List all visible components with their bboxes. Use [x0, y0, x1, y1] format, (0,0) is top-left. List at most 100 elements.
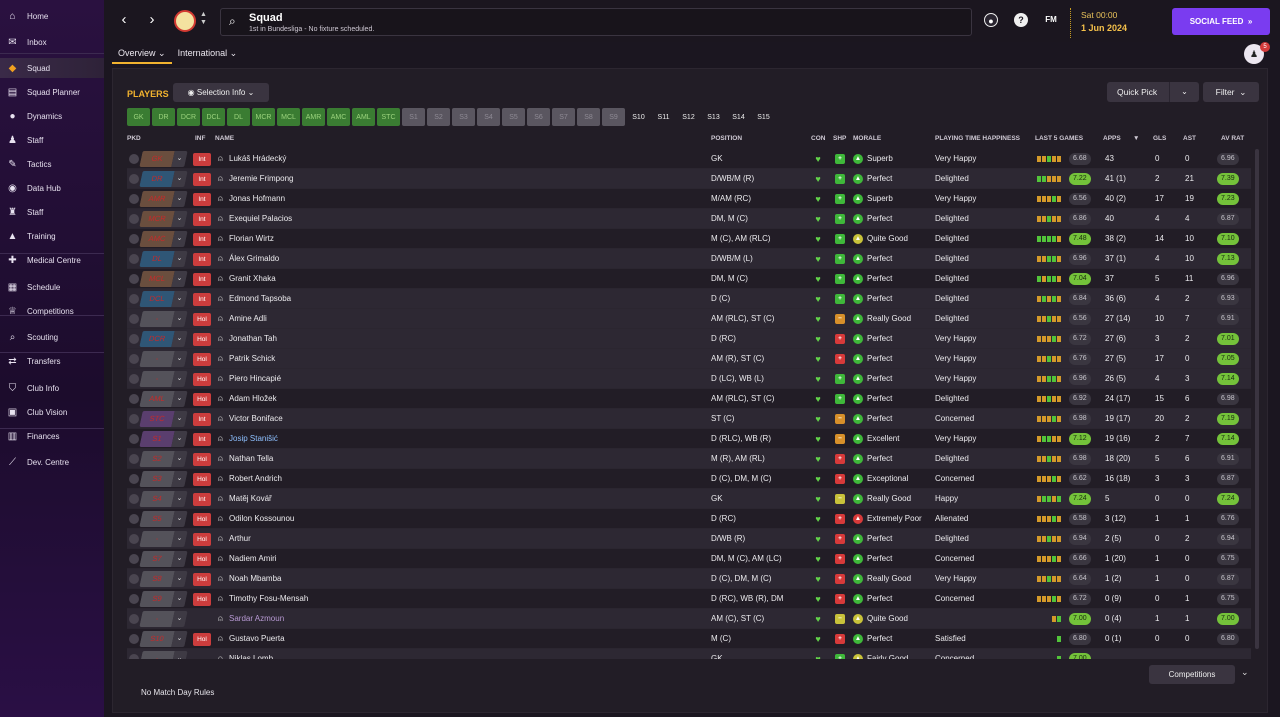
position-filter-mcl[interactable]: MCL [277, 108, 300, 126]
player-name[interactable]: Matěj Kovář [229, 494, 272, 503]
player-name[interactable]: Álex Grimaldo [229, 254, 280, 263]
player-name[interactable]: Odilon Kossounou [229, 514, 295, 523]
info-badge[interactable]: Hol [193, 373, 211, 386]
selection-dropdown[interactable]: AMC ⌄ [139, 231, 188, 247]
table-row[interactable]: S4 ⌄ Int ⍝ Matěj Kovář GK ♥ − ▲ Really Good Happy 7… [127, 489, 1251, 509]
info-badge[interactable]: Int [193, 293, 211, 306]
col-condition[interactable]: CON [811, 135, 826, 142]
sidebar-item-inbox[interactable]: ✉ Inbox [0, 32, 104, 52]
player-name[interactable]: Patrik Schick [229, 354, 276, 363]
info-badge[interactable]: Int [193, 193, 211, 206]
picked-toggle-icon[interactable] [129, 614, 139, 624]
picked-toggle-icon[interactable] [129, 194, 139, 204]
position-filter-s9[interactable]: S9 [602, 108, 625, 126]
position-filter-dl[interactable]: DL [227, 108, 250, 126]
info-badge[interactable]: Int [193, 433, 211, 446]
sidebar-item-squad[interactable]: ◆ Squad [0, 58, 104, 78]
picked-toggle-icon[interactable] [129, 294, 139, 304]
forward-arrow-icon[interactable]: › [149, 11, 155, 28]
picked-toggle-icon[interactable] [129, 474, 139, 484]
picked-toggle-icon[interactable] [129, 434, 139, 444]
info-badge[interactable]: Int [193, 233, 211, 246]
col-position[interactable]: POSITION [711, 135, 743, 142]
selection-dropdown[interactable]: DCL ⌄ [139, 291, 188, 307]
player-name[interactable]: Noah Mbamba [229, 574, 282, 583]
position-filter-s2[interactable]: S2 [427, 108, 450, 126]
sidebar-item-training[interactable]: ▲ Training [0, 226, 104, 246]
table-row[interactable]: MCL ⌄ Int ⍝ Granit Xhaka DM, M (C) ♥ + ▲ Perfect D… [127, 269, 1251, 289]
picked-toggle-icon[interactable] [129, 454, 139, 464]
info-badge[interactable]: Hol [193, 353, 211, 366]
selection-dropdown[interactable]: MCR ⌄ [139, 211, 188, 227]
player-name[interactable]: Jonas Hofmann [229, 194, 286, 203]
player-name[interactable]: Robert Andrich [229, 474, 282, 483]
player-name[interactable]: Gustavo Puerta [229, 634, 285, 643]
position-filter-gk[interactable]: GK [127, 108, 150, 126]
position-filter-s6[interactable]: S6 [527, 108, 550, 126]
selection-dropdown[interactable]: DL ⌄ [139, 251, 188, 267]
player-name[interactable]: Arthur [229, 534, 251, 543]
table-row[interactable]: - ⌄ ⍝ Sardar Azmoun AM (C), ST (C) ♥ − ▲ Quite G… [127, 609, 1251, 629]
col-name[interactable]: NAME [215, 135, 235, 142]
competitions-chevron-icon[interactable]: ⌄ [1241, 667, 1249, 677]
col-apps[interactable]: APPS [1103, 135, 1121, 142]
table-row[interactable]: - ⌄ Hol ⍝ Piero Hincapié D (LC), WB (L) ♥ + ▲ Per… [127, 369, 1251, 389]
player-name[interactable]: Amine Adli [229, 314, 267, 323]
date-display[interactable]: Sat 00:00 1 Jun 2024 [1070, 8, 1160, 38]
selection-dropdown[interactable]: - ⌄ [139, 611, 188, 627]
selection-dropdown[interactable]: S10 ⌄ [139, 631, 188, 647]
picked-toggle-icon[interactable] [129, 274, 139, 284]
picked-toggle-icon[interactable] [129, 354, 139, 364]
picked-toggle-icon[interactable] [129, 154, 139, 164]
info-badge[interactable]: Hol [193, 313, 211, 326]
selection-dropdown[interactable]: S8 ⌄ [139, 571, 188, 587]
picked-toggle-icon[interactable] [129, 314, 139, 324]
position-filter-amr[interactable]: AMR [302, 108, 325, 126]
picked-toggle-icon[interactable] [129, 214, 139, 224]
col-inf[interactable]: INF [195, 135, 206, 142]
selection-dropdown[interactable]: S1 ⌄ [139, 431, 188, 447]
competitions-button[interactable]: Competitions [1149, 665, 1235, 684]
info-badge[interactable]: Hol [193, 393, 211, 406]
picked-toggle-icon[interactable] [129, 634, 139, 644]
info-badge[interactable]: Hol [193, 513, 211, 526]
position-filter-s10[interactable]: S10 [632, 113, 645, 121]
club-switch-chevron-icon[interactable]: ▲ ▼ [200, 11, 207, 26]
position-filter-dcr[interactable]: DCR [177, 108, 200, 126]
selection-dropdown[interactable]: - ⌄ [139, 351, 188, 367]
col-avrat[interactable]: AV RAT [1221, 135, 1245, 142]
selection-dropdown[interactable]: - ⌄ [139, 371, 188, 387]
selection-dropdown[interactable]: - ⌄ [139, 311, 188, 327]
player-name[interactable]: Edmond Tapsoba [229, 294, 292, 303]
selection-dropdown[interactable]: MCL ⌄ [139, 271, 188, 287]
sidebar-item-schedule[interactable]: ▦ Schedule [0, 277, 104, 297]
selection-dropdown[interactable]: - ⌄ [139, 531, 188, 547]
quick-pick-chevron-icon[interactable]: ⌄ [1169, 82, 1199, 102]
position-filter-stc[interactable]: STC [377, 108, 400, 126]
selection-dropdown[interactable]: STC ⌄ [139, 411, 188, 427]
picked-toggle-icon[interactable] [129, 394, 139, 404]
sidebar-item-staff[interactable]: ♜ Staff [0, 202, 104, 222]
quick-pick-button[interactable]: Quick Pick ⌄ [1107, 82, 1199, 102]
table-row[interactable]: - ⌄ ⍝ Niklas Lomb GK ♥ + ▲ Fairly Good Concerned 7… [127, 649, 1251, 659]
help-icon[interactable]: ? [1014, 13, 1028, 27]
sidebar-item-squad-planner[interactable]: ▤ Squad Planner [0, 82, 104, 102]
player-name[interactable]: Nathan Tella [229, 454, 274, 463]
col-sharpness[interactable]: SHP [833, 135, 847, 142]
player-name[interactable]: Florian Wirtz [229, 234, 274, 243]
player-name[interactable]: Jonathan Tah [229, 334, 277, 343]
table-row[interactable]: - ⌄ Hol ⍝ Arthur D/WB (R) ♥ + ▲ Perfect Delighted 6… [127, 529, 1251, 549]
info-badge[interactable]: Int [193, 273, 211, 286]
table-row[interactable]: GK ⌄ Int ⍝ Lukáš Hrádecký GK ♥ + ▲ Superb Very Hap… [127, 149, 1251, 169]
table-row[interactable]: STC ⌄ Int ⍝ Victor Boniface ST (C) ♥ − ▲ Perfect C… [127, 409, 1251, 429]
selection-dropdown[interactable]: - ⌄ [139, 651, 188, 659]
selection-dropdown[interactable]: AMR ⌄ [139, 191, 188, 207]
table-row[interactable]: S5 ⌄ Hol ⍝ Odilon Kossounou D (RC) ♥ + ▲ Extremel… [127, 509, 1251, 529]
info-badge[interactable]: Hol [193, 333, 211, 346]
selection-dropdown[interactable]: S2 ⌄ [139, 451, 188, 467]
position-filter-s8[interactable]: S8 [577, 108, 600, 126]
info-badge[interactable]: Hol [193, 553, 211, 566]
table-row[interactable]: AML ⌄ Hol ⍝ Adam Hložek AM (RLC), ST (C) ♥ + ▲ Pe… [127, 389, 1251, 409]
selection-dropdown[interactable]: S3 ⌄ [139, 471, 188, 487]
player-name[interactable]: Sardar Azmoun [229, 614, 285, 623]
